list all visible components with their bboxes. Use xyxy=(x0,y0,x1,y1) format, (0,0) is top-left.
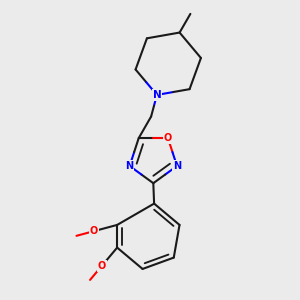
Text: N: N xyxy=(152,90,161,100)
Text: O: O xyxy=(98,261,106,271)
Text: O: O xyxy=(164,133,172,143)
Text: N: N xyxy=(126,161,134,171)
Text: O: O xyxy=(90,226,98,236)
Text: N: N xyxy=(173,161,181,171)
